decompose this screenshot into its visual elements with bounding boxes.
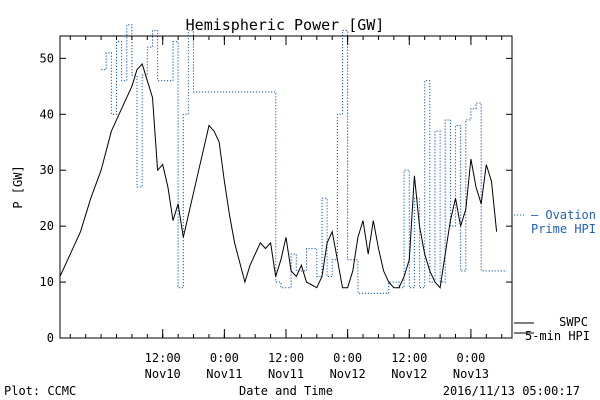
x-axis-label: Date and Time (239, 384, 333, 398)
plot-source-label: Plot: CCMC (4, 384, 76, 398)
chart-title: Hemispheric Power [GW] (186, 16, 385, 34)
y-axis: 0 10 20 30 40 50 (40, 51, 512, 345)
x-tick-label-date: Nov11 (206, 367, 242, 381)
plot-timestamp: 2016/11/13 05:00:17 (443, 384, 580, 398)
y-tick-label: 0 (47, 331, 54, 345)
x-tick-label-time: 0:00 (210, 351, 239, 365)
legend-ovation-label-line2: Prime HPI (531, 222, 596, 236)
y-tick-label: 50 (40, 51, 54, 65)
x-tick-label-time: 12:00 (268, 351, 304, 365)
series-layer (59, 24, 507, 294)
legend-ovation-label-line1: – Ovation (531, 208, 596, 222)
series-ovation-prime-hpi (101, 24, 507, 294)
x-tick-label-date: Nov12 (391, 367, 427, 381)
x-tick-label-date: Nov13 (453, 367, 489, 381)
y-tick-label: 40 (40, 107, 54, 121)
legend-swpc-label-line2: 5-min HPI (525, 329, 590, 343)
plot-frame (59, 35, 513, 339)
x-tick-label-time: 0:00 (333, 351, 362, 365)
x-tick-label-time: 12:00 (391, 351, 427, 365)
x-tick-label-date: Nov12 (330, 367, 366, 381)
x-tick-label-time: 12:00 (145, 351, 181, 365)
x-axis: 12:00 Nov10 0:00 Nov11 12:00 Nov11 0:00 Nov12 12… (69, 36, 503, 381)
y-axis-label: P [GW] (11, 165, 25, 208)
x-tick-label-date: Nov11 (268, 367, 304, 381)
x-tick-label-time: 0:00 (456, 351, 485, 365)
y-tick-label: 30 (40, 163, 54, 177)
series-swpc-5min-hpi (59, 63, 498, 289)
legend-swpc-label-line1: SWPC (559, 315, 588, 329)
y-tick-label: 20 (40, 219, 54, 233)
y-tick-label: 10 (40, 275, 54, 289)
x-tick-label-date: Nov10 (145, 367, 181, 381)
